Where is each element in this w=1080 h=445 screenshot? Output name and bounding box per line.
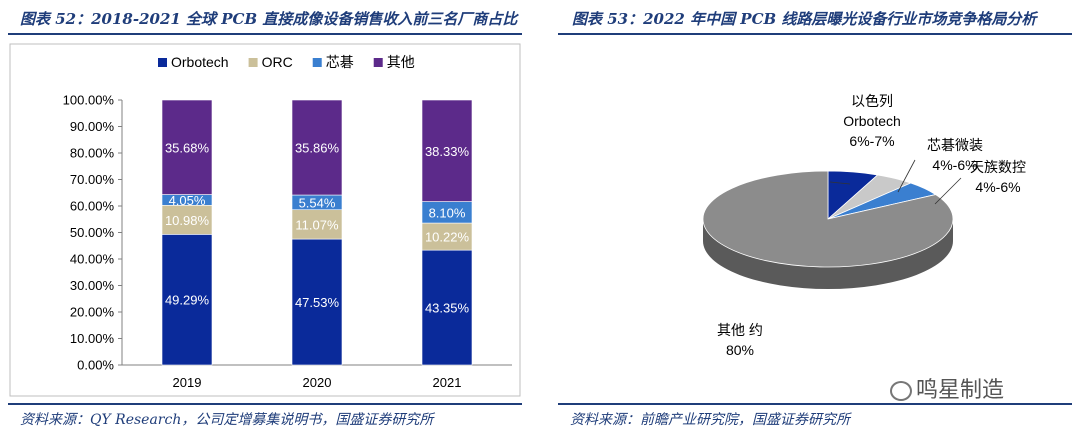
stacked-bar-chart: 0.00% 10.00% 20.00% 30.00% 40.00% 50.00% 60.00… [9, 43, 521, 397]
bar-data-label: 8.10% [429, 205, 466, 220]
y-tick-label: 80.00% [70, 146, 115, 161]
left-source-rule [8, 403, 522, 405]
chart-frame [9, 43, 521, 397]
y-tick-label: 0.00% [77, 358, 114, 373]
y-tick-label: 50.00% [70, 225, 115, 240]
left-source-note: 资料来源：QY Research，公司定增募集说明书，国盛证券研究所 [20, 412, 434, 428]
bar-data-label: 47.53% [295, 295, 340, 310]
bar-data-label: 10.22% [425, 230, 470, 245]
y-tick-label: 70.00% [70, 172, 115, 187]
right-chart-title: 图表 53：2022 年中国 PCB 线路层曝光设备行业市场竞争格局分析 [572, 10, 1037, 28]
y-tick-label: 30.00% [70, 278, 115, 293]
watermark: 鸣星制造 [890, 372, 1004, 404]
watermark-text: 鸣星制造 [916, 377, 1005, 402]
x-tick-label: 2019 [173, 375, 202, 390]
pie-slice-label: 芯碁微装 [927, 137, 983, 153]
bar-segment [161, 99, 213, 195]
legend-label: Orbotech [171, 54, 229, 70]
y-tick-label: 90.00% [70, 119, 115, 134]
legend-swatch [312, 58, 322, 67]
pie-slice-side [703, 219, 953, 289]
bar-data-label: 35.68% [165, 140, 210, 155]
y-tick-label: 100.00% [63, 93, 115, 108]
left-title-rule [8, 33, 522, 35]
bar-segment [421, 99, 473, 202]
bar-segment [161, 234, 213, 366]
bar-segment [291, 99, 343, 196]
pie-slice-label: 80% [726, 342, 754, 358]
bar-data-label: 35.86% [295, 141, 340, 156]
bar-data-label: 49.29% [165, 293, 210, 308]
bar-data-label: 5.54% [299, 195, 336, 210]
bar-segment [291, 209, 343, 240]
x-tick-label: 2021 [433, 375, 462, 390]
legend-swatch [373, 58, 383, 67]
y-tick-label: 20.00% [70, 305, 115, 320]
bar-data-label: 11.07% [295, 217, 339, 232]
y-tick-label: 10.00% [70, 331, 115, 346]
pie-slice-label: 其他 约 [717, 322, 763, 338]
right-source-rule [558, 403, 1072, 405]
left-panel: 图表 52：2018-2021 全球 PCB 直接成像设备销售收入前三名厂商占比… [0, 0, 530, 445]
pie-slice-label: 天族数控 [970, 159, 1026, 175]
bar-segment [291, 238, 343, 366]
x-tick-label: 2020 [303, 375, 332, 390]
pie-slice [702, 170, 954, 268]
pie-slice-label: 以色列 [851, 93, 893, 109]
bar-data-label: 10.98% [165, 213, 210, 228]
left-chart-title: 图表 52：2018-2021 全球 PCB 直接成像设备销售收入前三名厂商占比 [20, 10, 518, 28]
legend-swatch [248, 58, 258, 67]
right-source-note: 资料来源：前瞻产业研究院，国盛证券研究所 [570, 412, 850, 428]
bar-data-label: 4.05% [169, 193, 206, 208]
pie-leader-line [897, 159, 916, 193]
pie-slice-label: 4%-6% [932, 157, 977, 173]
pie-slice-label: Orbotech [843, 113, 901, 129]
y-tick-label: 60.00% [70, 199, 115, 214]
pie-leader-line [829, 181, 851, 185]
wechat-icon [890, 381, 912, 402]
right-title-rule [558, 33, 1072, 35]
bar-data-label: 38.33% [425, 144, 470, 159]
legend-swatch [158, 58, 167, 67]
y-tick-label: 40.00% [70, 252, 115, 267]
pie-slice-label: 4%-6% [975, 179, 1020, 195]
bar-data-label: 43.35% [425, 301, 470, 316]
pie-slice-label: 6%-7% [849, 133, 894, 149]
bar-segment [421, 222, 473, 251]
legend-label: 芯碁 [326, 54, 354, 70]
legend-label: ORC [262, 54, 293, 70]
pie-leader-line [934, 177, 962, 205]
bar-segment [421, 249, 473, 366]
right-panel: 图表 53：2022 年中国 PCB 线路层曝光设备行业市场竞争格局分析 以色列… [550, 0, 1080, 445]
legend-label: 其他 [387, 54, 415, 70]
